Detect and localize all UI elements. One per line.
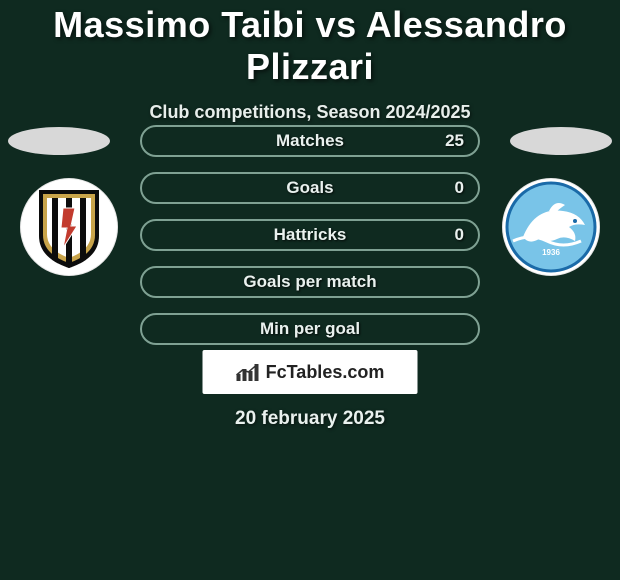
provider-logo: FcTables.com	[203, 350, 418, 394]
stats-block: Matches 25 Goals 0 Hattricks 0 Goals per match…	[140, 125, 480, 360]
stat-label: Matches	[276, 131, 344, 151]
stat-value-right: 0	[455, 178, 464, 198]
stat-row: Hattricks 0	[140, 219, 480, 251]
stat-row: Min per goal	[140, 313, 480, 345]
bars-icon	[236, 362, 260, 382]
svg-text:1936: 1936	[542, 248, 560, 257]
pescara-crest-icon: 1936	[505, 181, 597, 273]
stat-label: Goals	[286, 178, 333, 198]
stat-label: Goals per match	[243, 272, 376, 292]
stat-label: Min per goal	[260, 319, 360, 339]
stat-row: Goals 0	[140, 172, 480, 204]
subtitle: Club competitions, Season 2024/2025	[0, 102, 620, 123]
stat-row: Goals per match	[140, 266, 480, 298]
stat-value-right: 0	[455, 225, 464, 245]
stat-value-right: 25	[445, 131, 464, 151]
player-left-name: Massimo Taibi	[53, 4, 305, 45]
club-badge-left	[20, 178, 118, 276]
player-photo-placeholder-left	[8, 127, 110, 155]
snapshot-date: 20 february 2025	[0, 408, 620, 430]
stat-label: Hattricks	[274, 225, 347, 245]
page-title: Massimo Taibi vs Alessandro Plizzari	[0, 4, 620, 88]
vs-separator: vs	[316, 4, 357, 45]
club-badge-right: 1936	[502, 178, 600, 276]
comparison-card: Massimo Taibi vs Alessandro Plizzari Clu…	[0, 0, 620, 580]
stat-row: Matches 25	[140, 125, 480, 157]
player-photo-placeholder-right	[510, 127, 612, 155]
provider-name: FcTables.com	[266, 362, 385, 383]
ascoli-crest-icon	[34, 184, 104, 270]
